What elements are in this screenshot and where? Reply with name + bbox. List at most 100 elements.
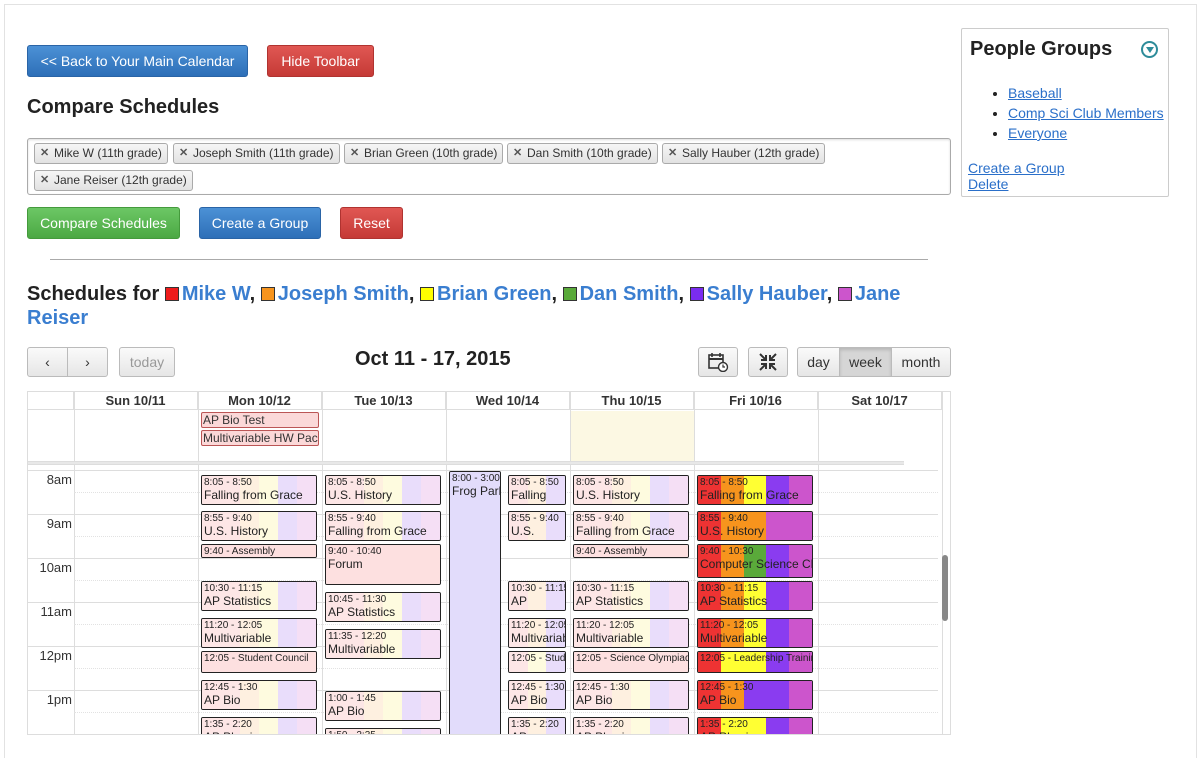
calendar-event[interactable]: 11:20 - 12:05 Multivariable bbox=[573, 617, 689, 648]
view-day-button[interactable]: day bbox=[797, 347, 840, 377]
person-name-link[interactable]: Jane Reiser bbox=[27, 283, 901, 329]
calendar-event[interactable]: 10:30 - 11:15 AP Statistics bbox=[573, 581, 689, 611]
person-name-link[interactable]: Joseph Smith bbox=[277, 283, 409, 305]
calendar-event[interactable]: 10:30 - 11:15 AP bbox=[508, 581, 566, 611]
delete-link[interactable]: Delete bbox=[968, 176, 1009, 192]
person-name-link[interactable]: Brian Green bbox=[437, 283, 552, 305]
person-tag[interactable]: ✕ Joseph Smith (11th grade) bbox=[173, 143, 340, 164]
allday-event[interactable]: AP Bio Test bbox=[201, 412, 319, 428]
event-title: U.S. History bbox=[204, 524, 269, 539]
list-item: Everyone bbox=[1008, 123, 1164, 143]
next-week-button[interactable]: › bbox=[67, 347, 108, 377]
calendar-event[interactable]: 10:30 - 11:15 AP Statistics bbox=[201, 581, 317, 611]
person-name-link[interactable]: Sally Hauber bbox=[706, 283, 827, 305]
group-link-comp-sci[interactable]: Comp Sci Club Members bbox=[1008, 105, 1164, 121]
person-tag[interactable]: ✕ Mike W (11th grade) bbox=[34, 143, 168, 164]
calendar-event[interactable]: 1:35 - 2:20AP bbox=[508, 716, 566, 734]
remove-tag-icon[interactable]: ✕ bbox=[179, 147, 189, 159]
person-tag[interactable]: ✕ Brian Green (10th grade) bbox=[344, 143, 504, 164]
event-time: 12:05 - Science Olympiad bbox=[576, 652, 689, 664]
calendar-event[interactable]: 11:20 - 12:05 Multivariable bbox=[201, 617, 317, 648]
half-hour-line bbox=[74, 624, 938, 625]
person-color-swatch bbox=[164, 287, 179, 301]
day-header: Sun 10/11 bbox=[74, 392, 198, 410]
calendar-event[interactable]: 12:05 - Stud bbox=[508, 650, 566, 674]
event-color-stripes bbox=[509, 651, 565, 673]
calendar-event[interactable]: 9:40 - Assembly bbox=[201, 544, 317, 559]
group-link-baseball[interactable]: Baseball bbox=[1008, 85, 1062, 101]
calendar-event[interactable]: 8:05 - 8:50 Falling bbox=[508, 474, 566, 505]
calendar-event[interactable]: 8:55 - 9:40 Falling from Grace bbox=[573, 511, 689, 542]
calendar-event[interactable]: 9:40 - Assembly bbox=[573, 544, 689, 559]
person-name-link[interactable]: Dan Smith bbox=[579, 283, 679, 305]
day-column-line bbox=[818, 392, 819, 734]
calendar-event[interactable]: 10:45 - 11:30 AP Statistics bbox=[325, 592, 441, 622]
compare-schedules-button[interactable]: Compare Schedules bbox=[27, 207, 180, 239]
calendar-event[interactable]: 12:05 - Science Olympiad bbox=[573, 650, 689, 674]
calendar-event[interactable]: 12:45 - 1:30 AP Bio bbox=[201, 680, 317, 710]
remove-tag-icon[interactable]: ✕ bbox=[668, 147, 678, 159]
calendar-event[interactable]: 8:55 - 9:40 U.S. History bbox=[201, 511, 317, 542]
remove-tag-icon[interactable]: ✕ bbox=[40, 147, 50, 159]
calendar-event[interactable]: 1:50 - 2:35 bbox=[325, 727, 441, 734]
person-tag[interactable]: ✕ Dan Smith (10th grade) bbox=[507, 143, 658, 164]
person-name-link[interactable]: Mike W bbox=[181, 283, 250, 305]
view-month-button[interactable]: month bbox=[891, 347, 951, 377]
calendar-event[interactable]: 9:40 - 10:40 Forum bbox=[325, 544, 441, 586]
event-time: 8:00 - 3:00 bbox=[452, 473, 500, 484]
event-title: AP Bio bbox=[511, 693, 548, 707]
compress-button[interactable] bbox=[748, 347, 788, 377]
calendar-event[interactable]: 12:05 - Leadership Training bbox=[697, 650, 813, 674]
calendar-event[interactable]: 1:00 - 1:45 AP Bio bbox=[325, 691, 441, 721]
calendar-event[interactable]: 8:05 - 8:50 Falling from Grace bbox=[697, 474, 813, 505]
calendar-event[interactable]: 8:05 - 8:50 Falling from Grace bbox=[201, 474, 317, 505]
hide-toolbar-button[interactable]: Hide Toolbar bbox=[267, 45, 374, 77]
calendar-event[interactable]: 1:35 - 2:20AP Physics bbox=[697, 716, 813, 734]
gutter-header bbox=[28, 392, 74, 410]
week-calendar-grid[interactable]: Sun 10/11 Mon 10/12 Tue 10/13 Wed 10/14 Thu … bbox=[27, 391, 951, 735]
calendar-event[interactable]: 10:30 - 11:15 AP Statistics bbox=[697, 581, 813, 611]
remove-tag-icon[interactable]: ✕ bbox=[350, 147, 360, 159]
calendar-event[interactable]: 8:05 - 8:50 U.S. History bbox=[573, 474, 689, 505]
calendar-event[interactable]: 8:00 - 3:00 Frog Park bbox=[449, 471, 501, 734]
person-tag[interactable]: ✕ Sally Hauber (12th grade) bbox=[662, 143, 826, 164]
event-color-stripes bbox=[698, 681, 812, 709]
today-button[interactable]: today bbox=[119, 347, 175, 377]
calendar-event[interactable]: 12:45 - 1:30 AP Bio bbox=[573, 680, 689, 710]
create-group-link[interactable]: Create a Group bbox=[968, 160, 1065, 176]
person-tag[interactable]: ✕ Jane Reiser (12th grade) bbox=[34, 170, 193, 191]
allday-separator bbox=[28, 461, 904, 465]
event-color-stripes bbox=[574, 618, 688, 647]
calendar-event[interactable]: 8:55 - 9:40 Falling from Grace bbox=[325, 511, 441, 542]
back-to-main-calendar-button[interactable]: << Back to Your Main Calendar bbox=[27, 45, 248, 77]
reset-button[interactable]: Reset bbox=[340, 207, 403, 239]
calendar-event[interactable]: 8:05 - 8:50 U.S. History bbox=[325, 474, 441, 505]
calendar-event[interactable]: 12:45 - 1:30 AP Bio bbox=[697, 680, 813, 710]
collapse-icon[interactable] bbox=[1141, 41, 1158, 58]
prev-week-button[interactable]: ‹ bbox=[27, 347, 68, 377]
calendar-scrollbar[interactable] bbox=[942, 555, 948, 621]
event-color-stripes bbox=[326, 593, 440, 621]
calendar-event[interactable]: 11:20 - 12:05 Multivariable bbox=[697, 617, 813, 648]
event-time: 8:55 - 9:40 bbox=[204, 513, 252, 525]
calendar-event[interactable]: 1:35 - 2:20AP Physics bbox=[201, 716, 317, 734]
calendar-event[interactable]: 8:55 - 9:40 U.S. bbox=[508, 511, 566, 542]
calendar-clock-button[interactable] bbox=[698, 347, 738, 377]
view-week-button[interactable]: week bbox=[839, 347, 892, 377]
calendar-event[interactable]: 12:05 - Student Council bbox=[201, 650, 317, 674]
event-color-stripes bbox=[202, 618, 316, 647]
calendar-event[interactable]: 12:45 - 1:30 AP Bio bbox=[508, 680, 566, 710]
group-link-everyone[interactable]: Everyone bbox=[1008, 125, 1068, 141]
remove-tag-icon[interactable]: ✕ bbox=[40, 174, 50, 186]
remove-tag-icon[interactable]: ✕ bbox=[513, 147, 523, 159]
calendar-event[interactable]: 11:20 - 12:05 Multivariab bbox=[508, 617, 566, 648]
event-time: 1:35 - 2:20 bbox=[511, 718, 559, 730]
calendar-event[interactable]: 11:35 - 12:20 Multivariable bbox=[325, 628, 441, 659]
event-time: 12:05 - Leadership Training bbox=[700, 652, 813, 664]
allday-event[interactable]: Multivariable HW Pac bbox=[201, 430, 319, 446]
calendar-event[interactable]: 8:55 - 9:40 U.S. History bbox=[697, 511, 813, 542]
calendar-event[interactable]: 1:35 - 2:20AP Physics bbox=[573, 716, 689, 734]
people-tag-input[interactable]: ✕ Mike W (11th grade) ✕ Joseph Smith (11th… bbox=[27, 138, 951, 195]
create-group-button[interactable]: Create a Group bbox=[199, 207, 321, 239]
